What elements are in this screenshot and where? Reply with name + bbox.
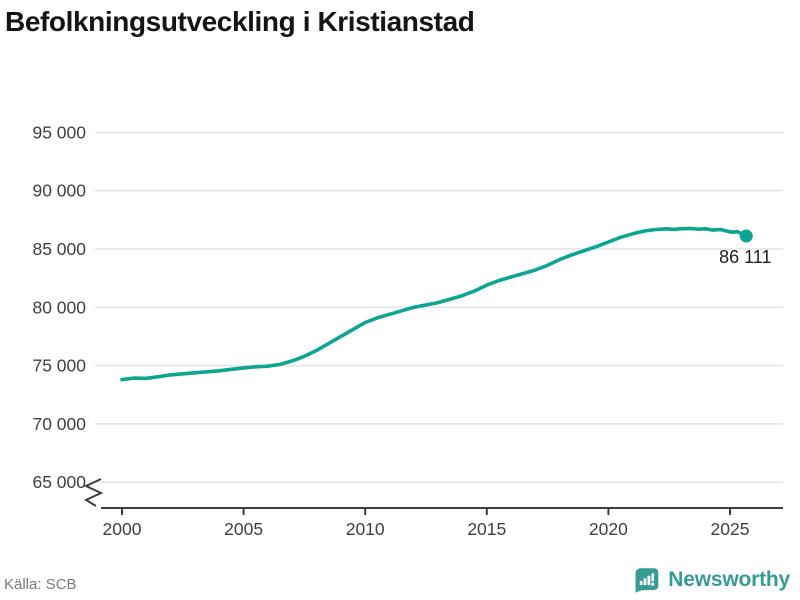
chart-title: Befolkningsutveckling i Kristianstad [5, 6, 475, 37]
newsworthy-bar-chart-bubble-icon [635, 568, 659, 593]
y-tick-label: 75 000 [32, 356, 86, 376]
y-tick-label: 65 000 [32, 472, 86, 492]
x-tick-label: 2020 [589, 519, 628, 539]
axis-break-zigzag [83, 478, 104, 507]
y-tick-label: 70 000 [32, 414, 86, 434]
newsworthy-logo: Newsworthy [633, 566, 790, 594]
y-tick-label: 90 000 [32, 181, 86, 201]
x-tick-label: 2025 [711, 519, 750, 539]
x-tick-label: 2000 [103, 519, 142, 539]
population-line [120, 226, 749, 382]
y-tick-label: 95 000 [32, 122, 86, 142]
y-tick-label: 85 000 [32, 239, 86, 259]
endpoint-dot [739, 229, 753, 243]
x-tick-label: 2005 [224, 519, 263, 539]
source-note: Källa: SCB [4, 576, 77, 593]
y-tick-label: 80 000 [32, 297, 86, 317]
newsworthy-wordmark: Newsworthy [668, 568, 790, 591]
x-tick-label: 2010 [346, 519, 385, 539]
endpoint-value-label: 86 111 [719, 247, 771, 267]
x-tick-label: 2015 [467, 519, 506, 539]
